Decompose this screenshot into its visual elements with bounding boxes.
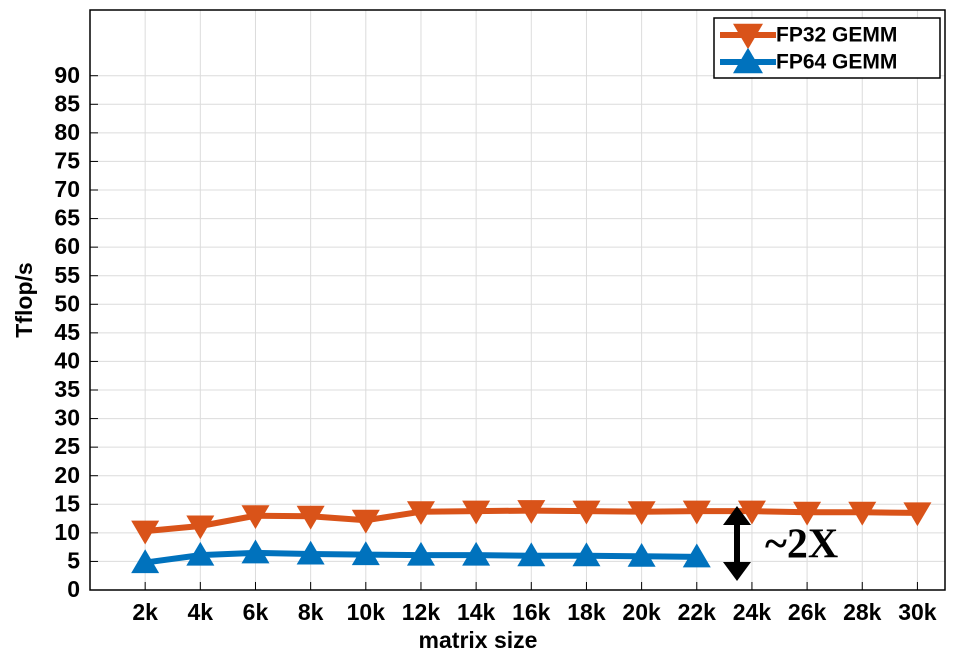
marker: [351, 509, 380, 534]
annotation: ~2X: [723, 506, 838, 581]
y-tick-label: 65: [54, 205, 80, 231]
marker: [462, 500, 491, 525]
marker: [737, 500, 766, 525]
x-tick-label: 30k: [898, 599, 937, 625]
x-tick-label: 20k: [622, 599, 661, 625]
y-tick-label: 70: [54, 176, 80, 202]
x-tick-label: 14k: [457, 599, 496, 625]
y-tick-label: 35: [54, 376, 80, 402]
arrow-head: [723, 562, 751, 581]
marker: [406, 541, 435, 566]
y-tick-label: 15: [54, 490, 80, 516]
x-tick-label: 12k: [402, 599, 441, 625]
x-axis-label: matrix size: [419, 627, 538, 653]
marker: [351, 541, 380, 566]
x-tick-label: 28k: [843, 599, 882, 625]
arrow-head: [723, 506, 751, 525]
marker: [572, 542, 601, 567]
y-tick-label: 60: [54, 233, 80, 259]
marker: [131, 549, 160, 574]
y-tick-label: 0: [67, 576, 80, 602]
marker: [903, 502, 932, 527]
y-tick-label: 80: [54, 119, 80, 145]
x-tick-label: 2k: [132, 599, 158, 625]
y-tick-label: 25: [54, 433, 80, 459]
y-axis-label: Tflop/s: [11, 262, 37, 337]
y-tick-label: 50: [54, 290, 80, 316]
y-tick-label: 10: [54, 519, 80, 545]
x-tick-label: 8k: [298, 599, 324, 625]
marker: [848, 501, 877, 526]
marker: [793, 501, 822, 526]
marker: [186, 541, 215, 566]
y-tick-label: 85: [54, 90, 80, 116]
legend-label: FP64 GEMM: [776, 51, 897, 74]
y-tick-label: 75: [54, 148, 80, 174]
marker: [627, 501, 656, 526]
x-tick-label: 26k: [788, 599, 827, 625]
marker: [462, 541, 491, 566]
marker: [241, 539, 270, 564]
marker: [517, 500, 546, 524]
x-tick-label: 18k: [567, 599, 606, 625]
marker: [296, 505, 325, 530]
y-tick-label: 5: [67, 548, 80, 574]
y-tick-label: 30: [54, 405, 80, 431]
marker: [572, 500, 601, 525]
marker: [241, 505, 270, 530]
x-tick-label: 10k: [347, 599, 386, 625]
y-tick-label: 55: [54, 262, 80, 288]
marker: [131, 520, 160, 545]
marker: [517, 542, 546, 567]
y-tick-label: 20: [54, 462, 80, 488]
legend: FP32 GEMM FP64 GEMM: [713, 17, 941, 79]
legend-label: FP32 GEMM: [776, 24, 897, 47]
x-tick-label: 16k: [512, 599, 551, 625]
marker: [186, 515, 215, 540]
x-tick-label: 6k: [243, 599, 269, 625]
marker: [627, 542, 656, 567]
marker: [682, 500, 711, 525]
y-tick-label: 45: [54, 319, 80, 345]
marker: [296, 540, 325, 565]
legend-marker: [733, 47, 763, 74]
x-tick-label: 22k: [678, 599, 717, 625]
plot-frame: [89, 9, 946, 591]
marker: [682, 543, 711, 568]
annotation-text: ~2X: [765, 522, 838, 568]
x-tick-label: 4k: [188, 599, 214, 625]
x-tick-label: 24k: [733, 599, 772, 625]
y-tick-label: 40: [54, 348, 80, 374]
legend-marker: [733, 23, 763, 50]
marker: [406, 501, 435, 526]
y-tick-label: 90: [54, 62, 80, 88]
